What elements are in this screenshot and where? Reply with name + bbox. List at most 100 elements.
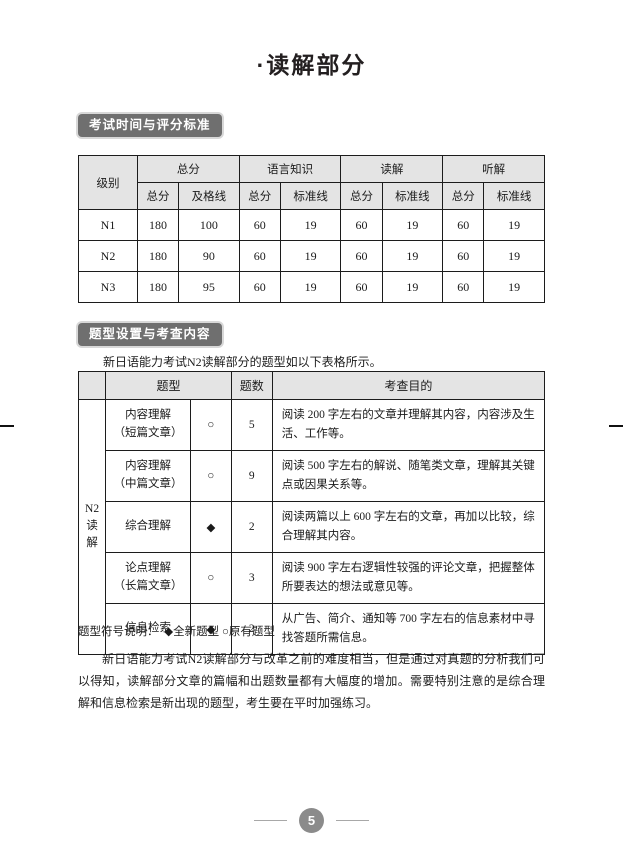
cell-value: 60 xyxy=(442,209,485,241)
subheader-total-passline: 及格线 xyxy=(178,182,240,210)
type-sub: （中篇文章） xyxy=(113,477,183,490)
table-row: 内容理解 （中篇文章） ○ 9 阅读 500 字左右的解说、随笔类文章，理解其关… xyxy=(79,449,546,502)
footer-rule-right xyxy=(336,819,369,822)
question-type-table: 题型 题数 考查目的 N2 读 解 内容理解 （短篇文章） ○ 5 阅读 200… xyxy=(77,371,546,655)
cell-question-type: 内容理解 （短篇文章） xyxy=(105,399,192,451)
type-main: 信息检索 xyxy=(125,621,172,634)
symbol-legend: 题型符号说明： ◆全新题型 ○原有题型 xyxy=(78,626,275,638)
cell-purpose: 阅读 200 字左右的文章并理解其内容，内容涉及生活、工作等。 xyxy=(271,399,546,451)
cell-question-count: 3 xyxy=(230,551,273,604)
cell-value: 60 xyxy=(340,209,383,241)
page-footer: 5 xyxy=(0,808,623,833)
cell-type-symbol: ○ xyxy=(190,399,232,451)
cell-value: 60 xyxy=(442,240,485,272)
table-row: N2 读 解 内容理解 （短篇文章） ○ 5 阅读 200 字左右的文章并理解其… xyxy=(77,399,546,655)
cell-question-type: 内容理解 （中篇文章） xyxy=(105,449,192,502)
table-row: 论点理解 （长篇文章） ○ 3 阅读 900 字左右逻辑性较强的评论文章，把握整… xyxy=(79,551,546,604)
cell-question-count: 2 xyxy=(230,500,273,553)
section-badge-question-types-and-content: 题型设置与考查内容 xyxy=(78,323,222,347)
cell-value: 100 xyxy=(178,209,240,241)
cell-level: N1 xyxy=(78,209,138,241)
cell-purpose: 阅读 900 字左右逻辑性较强的评论文章，把握整体所要表达的想法或意见等。 xyxy=(271,551,546,604)
cell-value: 19 xyxy=(483,271,545,303)
header-question-count: 题数 xyxy=(230,371,273,400)
cell-type-symbol: ◆ xyxy=(190,500,232,553)
cell-question-type: 综合理解 xyxy=(105,500,192,553)
cell-purpose: 从广告、简介、通知等 700 字左右的信息素材中寻找答题所需信息。 xyxy=(271,602,546,655)
cell-question-count: 9 xyxy=(230,449,273,502)
cell-value: 19 xyxy=(483,209,545,241)
type-sub: （长篇文章） xyxy=(113,579,183,592)
header-purpose: 考查目的 xyxy=(271,371,546,400)
header-total-score: 总分 xyxy=(137,155,240,183)
cell-value: 19 xyxy=(279,209,342,241)
subheader-reading-total: 总分 xyxy=(340,182,383,210)
header-listening: 听解 xyxy=(442,155,545,183)
cell-value: 19 xyxy=(279,240,342,272)
subheader-listening-standard: 标准线 xyxy=(483,182,545,210)
cell-value: 60 xyxy=(238,271,281,303)
type-main: 论点理解 xyxy=(125,561,172,574)
subheader-lang-total: 总分 xyxy=(238,182,281,210)
cell-level: N2 xyxy=(78,240,138,272)
table-row: 综合理解 ◆ 2 阅读两篇以上 600 字左右的文章，再加以比较，综合理解其内容… xyxy=(79,500,546,553)
cell-value: 19 xyxy=(279,271,342,303)
type-main: 综合理解 xyxy=(125,519,172,532)
cell-type-symbol: ○ xyxy=(190,449,232,502)
score-standard-table: 级别 总分 语言知识 读解 听解 总分 及格线 总分 标准线 总分 标准线 总分… xyxy=(78,155,545,303)
header-reading: 读解 xyxy=(340,155,444,183)
cell-value: 90 xyxy=(178,240,240,272)
cell-value: 180 xyxy=(136,240,180,272)
cell-type-symbol: ○ xyxy=(190,551,232,604)
table-header-row-group: 级别 总分 语言知识 读解 听解 xyxy=(78,155,545,210)
page-number-badge: 5 xyxy=(299,808,324,833)
closing-paragraph: 新日语能力考试N2读解部分与改革之前的难度相当，但是通过对真题的分析我们可以得知… xyxy=(78,652,545,711)
cell-purpose: 阅读两篇以上 600 字左右的文章，再加以比较，综合理解其内容。 xyxy=(271,500,546,553)
cell-value: 60 xyxy=(340,240,383,272)
type-main: 内容理解 xyxy=(125,460,172,473)
cell-question-type: 论点理解 （长篇文章） xyxy=(105,551,192,604)
cell-value: 95 xyxy=(178,271,240,303)
header-language-knowledge: 语言知识 xyxy=(238,155,342,183)
cell-value: 60 xyxy=(238,240,281,272)
cell-value: 180 xyxy=(136,209,180,241)
cell-value: 19 xyxy=(381,209,444,241)
qtype-intro-text: 新日语能力考试N2读解部分的题型如以下表格所示。 xyxy=(103,355,382,369)
table-header-row: 题型 题数 考查目的 xyxy=(77,371,546,400)
cell-purpose: 阅读 500 字左右的解说、随笔类文章，理解其关键点或因果关系等。 xyxy=(271,449,546,502)
cell-value: 180 xyxy=(136,271,180,303)
cell-level: N3 xyxy=(78,271,138,303)
table-header-row-sub: 总分 及格线 总分 标准线 总分 标准线 总分 标准线 xyxy=(79,182,545,210)
subheader-total-total: 总分 xyxy=(136,182,180,210)
subheader-listening-total: 总分 xyxy=(442,182,485,210)
cell-question-count: 5 xyxy=(230,399,273,451)
crop-mark-right xyxy=(609,425,623,427)
header-section-blank xyxy=(77,371,107,400)
cell-value: 19 xyxy=(381,240,444,272)
table-row: N3 180 95 60 19 60 19 60 19 xyxy=(78,271,545,303)
crop-mark-left xyxy=(0,425,14,427)
page-title: ·读解部分 xyxy=(256,52,367,78)
table-row: N1 180 100 60 19 60 19 60 19 xyxy=(78,209,545,241)
subheader-lang-standard: 标准线 xyxy=(279,182,342,210)
table-row: 信息检索 ◆ 2 从广告、简介、通知等 700 字左右的信息素材中寻找答题所需信… xyxy=(79,602,546,655)
section-label-line: 读 xyxy=(86,520,98,533)
cell-type-symbol: ◆ xyxy=(190,602,232,655)
cell-value: 19 xyxy=(381,271,444,303)
cell-value: 19 xyxy=(483,240,545,272)
cell-value: 60 xyxy=(340,271,383,303)
cell-section-label: N2 读 解 xyxy=(77,399,107,655)
section-label-line: 解 xyxy=(86,537,98,550)
footer-rule-left xyxy=(254,819,287,822)
table-row: N2 180 90 60 19 60 19 60 19 xyxy=(78,240,545,272)
type-sub: （短篇文章） xyxy=(113,426,183,439)
cell-value: 60 xyxy=(442,271,485,303)
type-main: 内容理解 xyxy=(125,409,172,422)
cell-question-type: 信息检索 xyxy=(105,602,192,655)
section-badge-exam-time-and-scoring: 考试时间与评分标准 xyxy=(78,114,222,138)
section-label-line: N2 xyxy=(85,502,100,515)
header-level: 级别 xyxy=(78,155,138,210)
header-question-type: 题型 xyxy=(105,371,232,400)
cell-value: 60 xyxy=(238,209,281,241)
